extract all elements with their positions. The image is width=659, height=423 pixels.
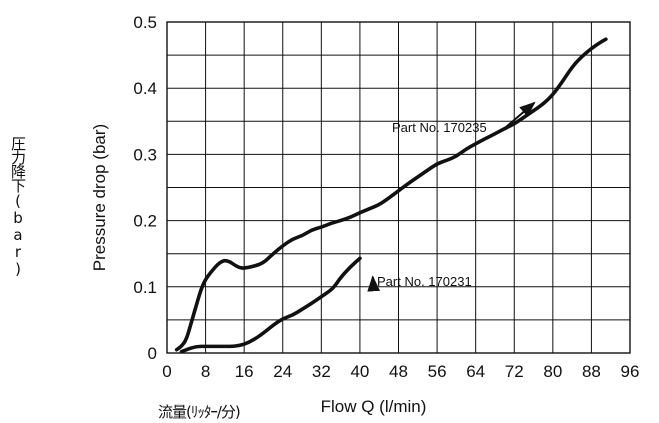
x-tick-label: 0 xyxy=(162,362,171,381)
x-tick-label: 56 xyxy=(428,362,447,381)
plot-frame xyxy=(166,21,631,354)
x-tick-label: 48 xyxy=(389,362,408,381)
x-tick-label: 32 xyxy=(312,362,331,381)
x-tick-label: 88 xyxy=(582,362,601,381)
labels-layer: 0 8 16 24 32 40 48 56 64 72 80 88 96 0 0.1 0.2 0.3 0.4 0.5… xyxy=(90,13,639,416)
y-tick-label: 0 xyxy=(148,344,157,363)
y-axis-label-ja: 圧力降下(bar) xyxy=(9,136,27,277)
x-tick-label: 24 xyxy=(273,362,292,381)
x-tick-label: 8 xyxy=(201,362,210,381)
annotation-label-170231: Part No. 170231 xyxy=(377,274,472,289)
series-line-170235 xyxy=(174,37,608,352)
x-tick-label: 80 xyxy=(543,362,562,381)
y-tick-label: 0.3 xyxy=(133,145,157,164)
y-tick-label: 0.1 xyxy=(133,278,157,297)
series-line-170231 xyxy=(179,256,362,354)
x-tick-label: 64 xyxy=(466,362,485,381)
x-axis-label-ja: 流量(ﾘｯﾀｰ/分) xyxy=(158,403,241,421)
axes-layer xyxy=(166,21,631,354)
x-tick-label: 40 xyxy=(350,362,369,381)
x-tick-label: 72 xyxy=(505,362,524,381)
x-axis-title: Flow Q (l/min) xyxy=(321,397,427,416)
y-tick-label: 0.5 xyxy=(133,13,157,32)
y-tick-label: 0.4 xyxy=(133,79,157,98)
series-layer xyxy=(174,37,608,354)
x-tick-label: 16 xyxy=(235,362,254,381)
annotation-label-170235: Part No. 170235 xyxy=(392,120,487,135)
y-tick-label: 0.2 xyxy=(133,212,157,231)
x-tick-label: 96 xyxy=(621,362,640,381)
grid-layer xyxy=(166,21,631,354)
annotation-layer: Part No. 170235 Part No. 170231 xyxy=(367,101,536,292)
y-axis-title: Pressure drop (bar) xyxy=(90,124,109,271)
annotation-arrow-170235 xyxy=(505,101,536,128)
